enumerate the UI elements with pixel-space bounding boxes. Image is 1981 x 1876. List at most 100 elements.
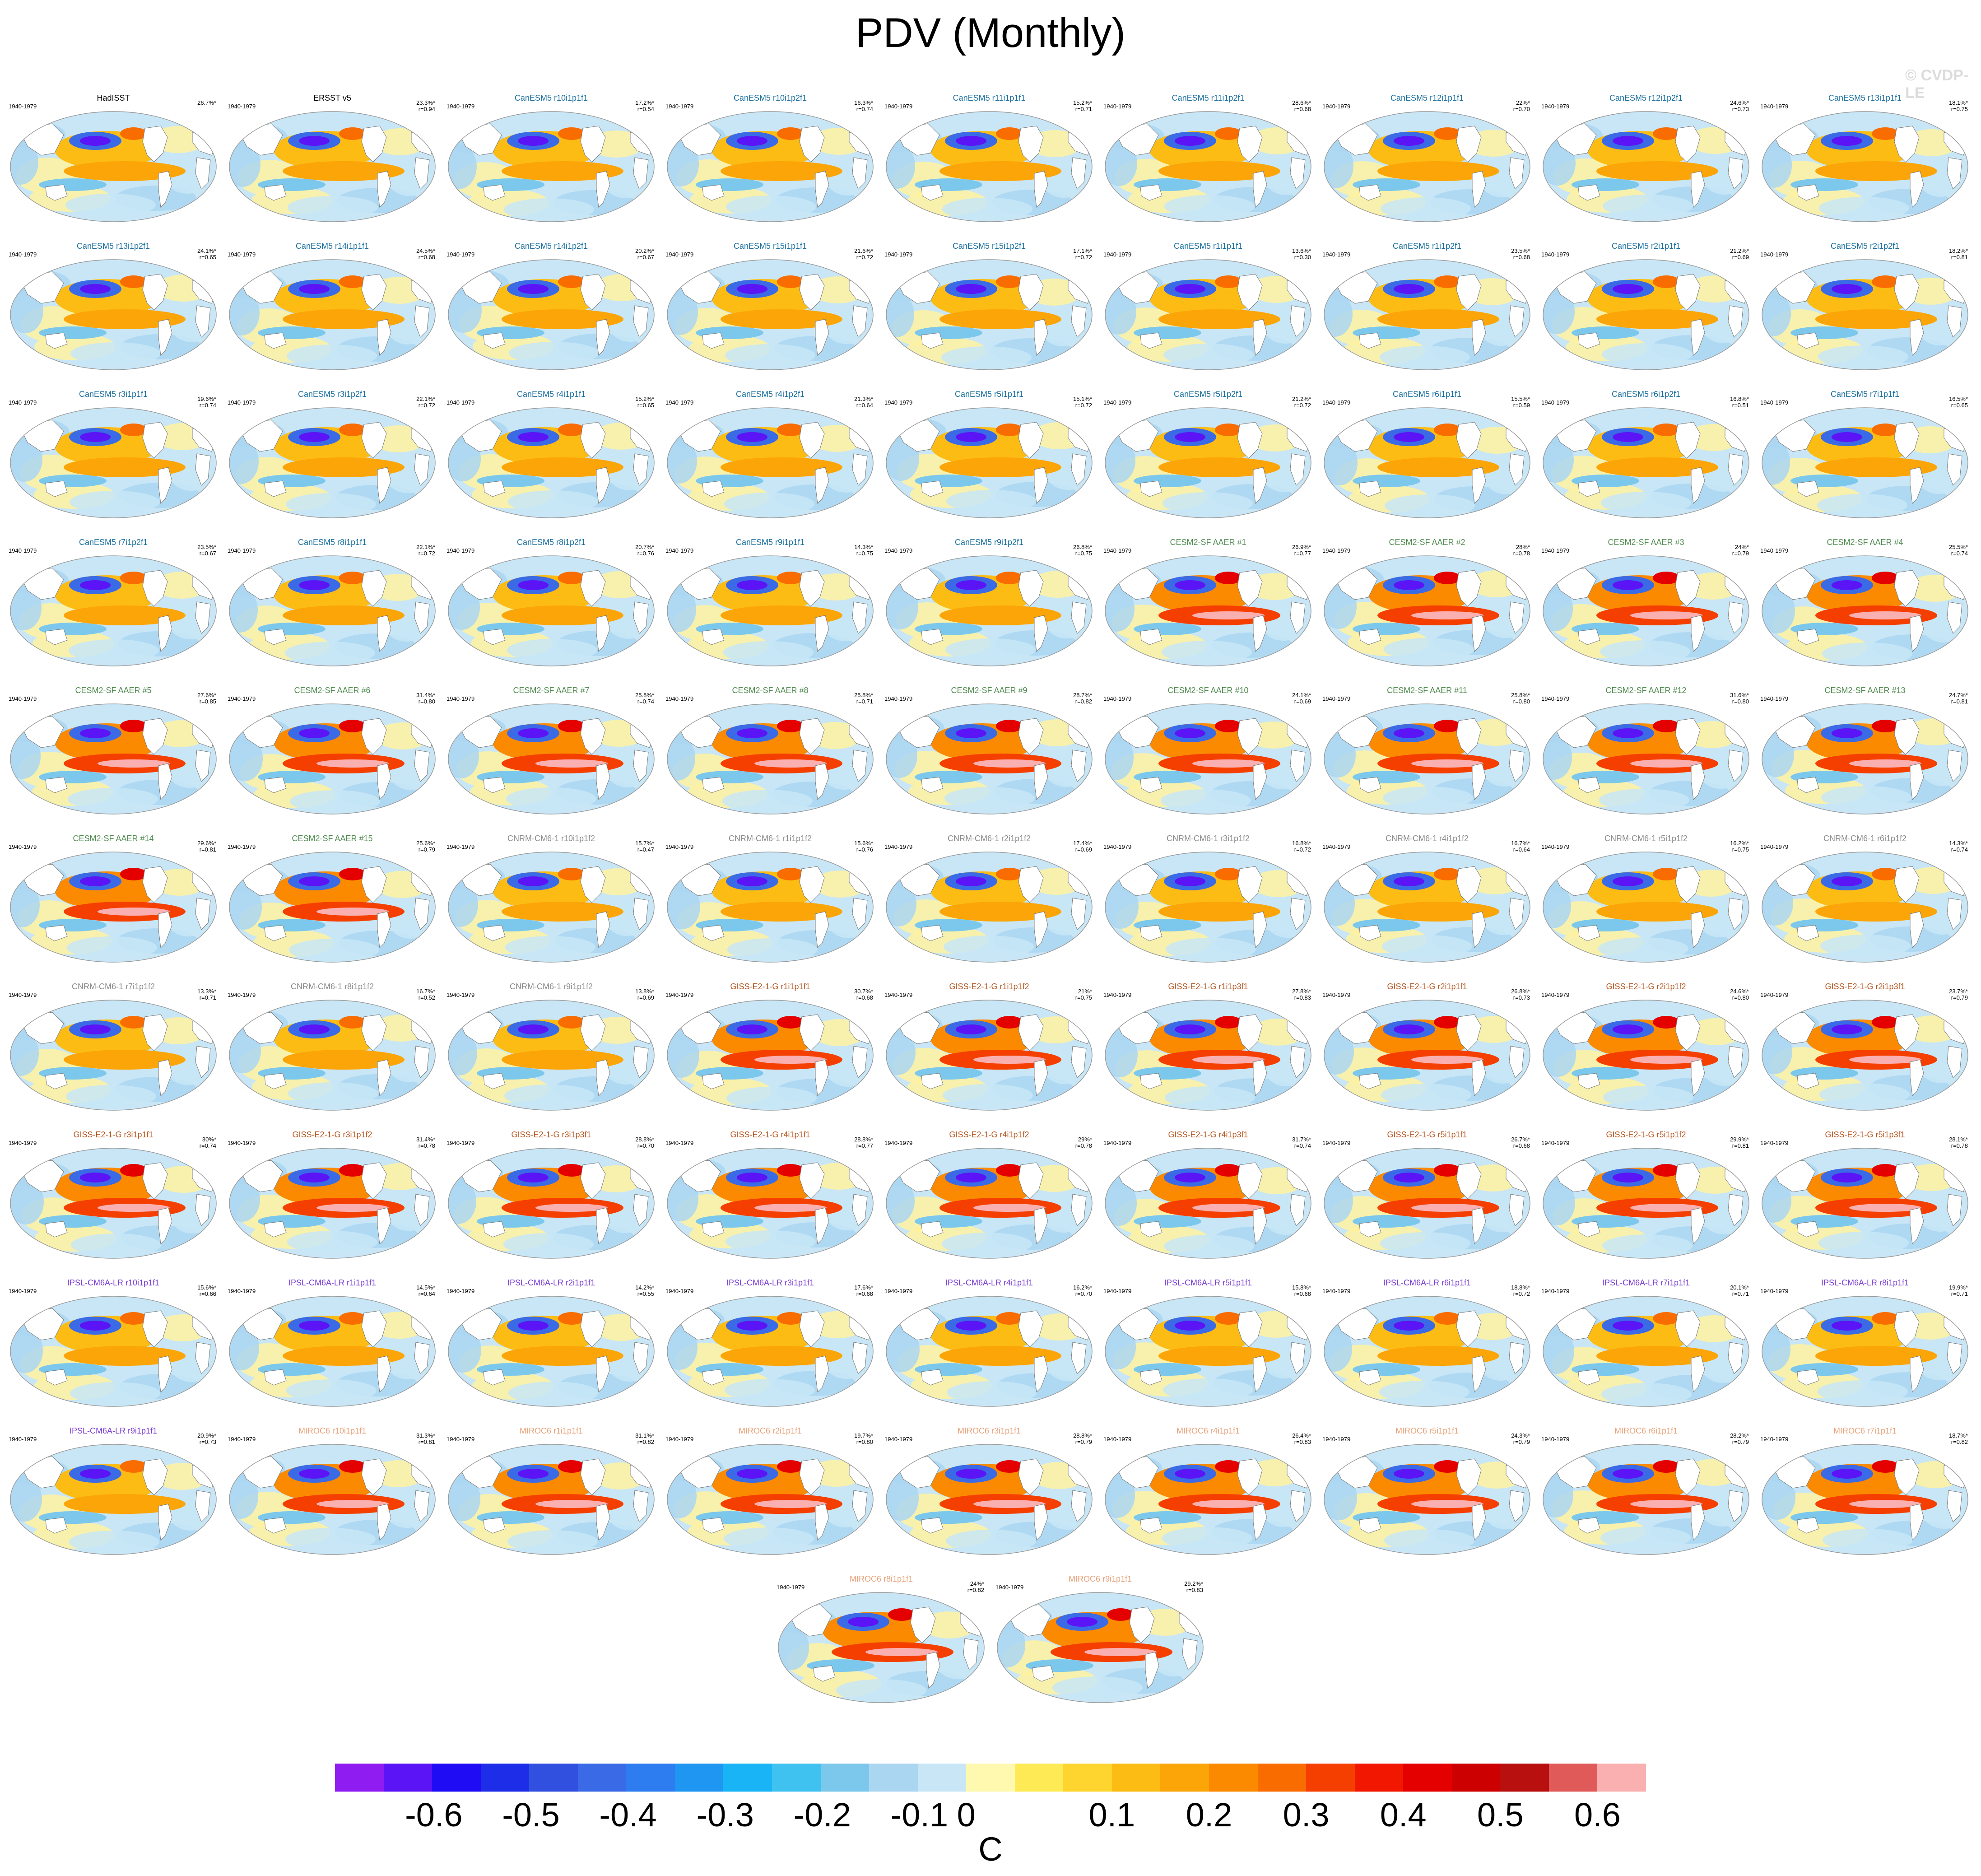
- panel-title: CanESM5 r13i1p1f1: [1828, 93, 1902, 102]
- north-pacific-cold-core: [737, 876, 767, 886]
- panel-pattern-correlation: r=0.72: [1294, 402, 1311, 409]
- anomaly-blob: [1762, 732, 1794, 777]
- map-outline: [1543, 111, 1749, 222]
- land-mass: [1253, 911, 1267, 949]
- panel-explained-variance: 26.9%*: [1292, 544, 1311, 550]
- anomaly-blob: [1817, 494, 1907, 517]
- panel-title: MIROC6 r2i1p1f1: [738, 1426, 802, 1435]
- anomaly-blob: [1602, 343, 1692, 366]
- sst-regression-map: [10, 111, 217, 222]
- sst-regression-map: [886, 111, 1093, 222]
- panel-period: 1940-1979: [228, 992, 256, 998]
- equatorial-peak: [98, 759, 170, 768]
- land-mass: [799, 570, 825, 607]
- alaska-coast-warm: [996, 868, 1023, 880]
- land-mass: [633, 1342, 649, 1374]
- land-mass: [1947, 601, 1962, 634]
- map-panel: GISS-E2-1-G r1i1p1f2 1940-1979 21%* r=0.75: [880, 977, 1098, 1120]
- land-mass: [1728, 601, 1744, 634]
- anomaly-blob: [942, 1233, 1032, 1255]
- land-mass: [633, 1490, 649, 1522]
- panel-pattern-correlation: r=0.69: [637, 994, 654, 1001]
- map-panel: IPSL-CM6A-LR r9i1p1f1 1940-1979 20.9%* r=0.…: [4, 1421, 223, 1564]
- sst-regression-map: [1324, 111, 1530, 222]
- land-mass: [580, 1458, 606, 1495]
- anomaly-blob: [1543, 1032, 1576, 1077]
- panel-pattern-correlation: r=0.72: [1294, 846, 1311, 853]
- land-mass: [142, 1458, 168, 1495]
- map-panel: CESM2-SF AAER #5 1940-1979 27.6%* r=0.85: [4, 681, 223, 824]
- panel-pattern-correlation: r=0.75: [856, 550, 873, 557]
- anomaly-blob: [667, 1033, 699, 1078]
- equatorial-peak: [98, 1204, 170, 1212]
- alaska-coast-warm: [558, 572, 585, 584]
- panel-pattern-correlation: r=0.68: [856, 1290, 873, 1297]
- equatorial-peak: [316, 1500, 389, 1508]
- sst-regression-map: [10, 259, 217, 370]
- equatorial-warm-tongue: [502, 161, 623, 181]
- north-pacific-cold-core: [1832, 876, 1862, 886]
- panel-period: 1940-1979: [1541, 992, 1570, 998]
- north-pacific-cold-core: [299, 1469, 330, 1479]
- sst-regression-map: [448, 259, 655, 370]
- alaska-coast-warm: [339, 275, 366, 288]
- map-outline: [667, 407, 874, 518]
- panel-explained-variance: 25.5%*: [1949, 544, 1968, 550]
- land-mass: [1675, 866, 1701, 903]
- panel-explained-variance: 16.2%*: [1073, 1284, 1092, 1291]
- map-outline: [1105, 1296, 1311, 1407]
- land-mass: [799, 1162, 825, 1199]
- colorbar-swatch: [1111, 1764, 1161, 1792]
- land-mass: [1578, 777, 1600, 793]
- map-outline: [1105, 111, 1311, 222]
- panel-period: 1940-1979: [1760, 103, 1789, 110]
- land-mass: [1691, 1207, 1705, 1245]
- colorbar-swatch: [1209, 1764, 1258, 1792]
- panel-title: CanESM5 r1i1p1f1: [1173, 242, 1243, 251]
- panel-explained-variance: 24.3%*: [1511, 1432, 1530, 1439]
- land-mass: [1472, 1504, 1486, 1541]
- north-pacific-cold-core: [1613, 876, 1643, 886]
- panel-title: CanESM5 r12i1p2f1: [1609, 93, 1683, 102]
- land-mass: [1071, 1194, 1087, 1226]
- map-outline: [1762, 852, 1968, 963]
- land-mass: [377, 763, 391, 801]
- panel-pattern-correlation: r=0.74: [1951, 846, 1968, 853]
- panel-period: 1940-1979: [884, 843, 913, 850]
- map-panel: CanESM5 r8i1p2f1 1940-1979 20.7%* r=0.76: [442, 533, 660, 675]
- map-panel-grid: HadISST 1940-1979 26.7%* ERSST v5 1940-1979 2…: [4, 88, 1968, 1703]
- anomaly-blob: [65, 194, 156, 216]
- map-panel: CanESM5 r11i1p2f1 1940-1979 28.6%* r=0.68: [1099, 88, 1317, 231]
- panel-explained-variance: 24.6%*: [1730, 99, 1749, 106]
- sst-regression-map: [10, 555, 217, 666]
- land-mass: [1675, 718, 1701, 755]
- land-mass: [1359, 1517, 1381, 1534]
- anomaly-blob: [667, 141, 699, 186]
- land-mass: [1910, 615, 1924, 652]
- north-pacific-cold-core: [737, 136, 767, 146]
- sst-regression-map: [10, 703, 217, 815]
- map-outline: [1105, 259, 1311, 370]
- land-mass: [1947, 453, 1962, 486]
- land-mass: [361, 126, 387, 163]
- land-mass: [580, 718, 606, 755]
- land-mass: [1728, 157, 1744, 190]
- land-mass: [1034, 1207, 1048, 1245]
- panel-period: 1940-1979: [1103, 251, 1132, 258]
- land-mass: [264, 1073, 287, 1089]
- panel-title: GISS-E2-1-G r3i1p1f1: [73, 1130, 153, 1139]
- land-mass: [377, 1355, 391, 1393]
- equatorial-peak: [316, 1204, 389, 1212]
- land-mass: [702, 1517, 725, 1534]
- anomaly-blob: [504, 1085, 595, 1107]
- land-mass: [158, 1355, 172, 1393]
- north-pacific-cold-core: [737, 284, 767, 294]
- colorbar-swatch: [626, 1764, 675, 1792]
- sst-regression-map: [1543, 703, 1749, 815]
- map-outline: [10, 407, 217, 518]
- panel-period: 1940-1979: [228, 547, 256, 554]
- panel-explained-variance: 17.2%*: [635, 99, 654, 106]
- panel-title: GISS-E2-1-G r3i1p3f1: [511, 1130, 591, 1139]
- land-mass: [264, 480, 287, 497]
- map-panel: IPSL-CM6A-LR r1i1p1f1 1940-1979 14.5%* r=0.…: [223, 1273, 442, 1416]
